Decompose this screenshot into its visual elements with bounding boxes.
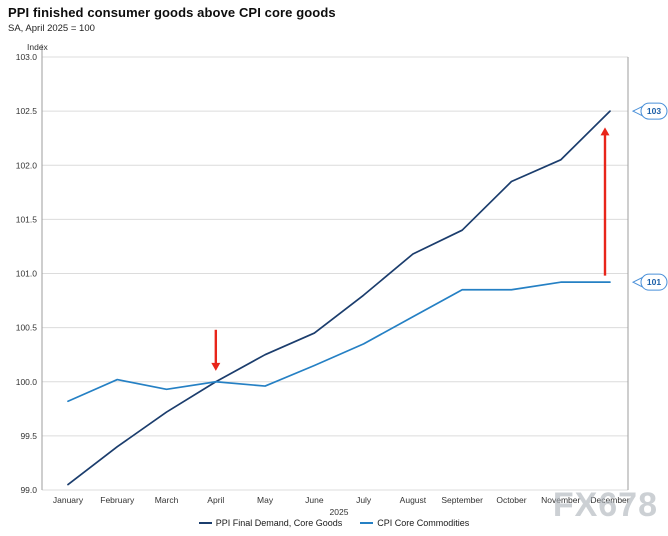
svg-text:100.0: 100.0 bbox=[16, 377, 38, 387]
chart-subtitle: SA, April 2025 = 100 bbox=[8, 23, 95, 34]
legend-item-2: CPI Core Commodities bbox=[360, 518, 469, 528]
svg-text:May: May bbox=[257, 495, 274, 505]
svg-text:101: 101 bbox=[647, 277, 661, 287]
legend-label: PPI Final Demand, Core Goods bbox=[215, 518, 343, 528]
legend-swatch bbox=[198, 522, 212, 524]
legend-swatch bbox=[360, 522, 374, 524]
svg-text:September: September bbox=[441, 495, 483, 505]
svg-text:101.5: 101.5 bbox=[16, 214, 38, 224]
svg-text:February: February bbox=[100, 495, 135, 505]
svg-text:March: March bbox=[155, 495, 179, 505]
svg-text:101.0: 101.0 bbox=[16, 269, 38, 279]
svg-text:2025: 2025 bbox=[330, 507, 349, 517]
svg-text:June: June bbox=[305, 495, 324, 505]
svg-text:January: January bbox=[53, 495, 84, 505]
svg-text:November: November bbox=[541, 495, 580, 505]
svg-text:FX678: FX678 bbox=[553, 486, 658, 524]
svg-text:August: August bbox=[400, 495, 427, 505]
svg-text:102.0: 102.0 bbox=[16, 160, 38, 170]
chart-legend: PPI Final Demand, Core Goods CPI Core Com… bbox=[0, 518, 668, 528]
legend-item-1: PPI Final Demand, Core Goods bbox=[198, 518, 343, 528]
svg-text:99.5: 99.5 bbox=[20, 431, 37, 441]
svg-text:Index: Index bbox=[27, 42, 49, 52]
svg-text:April: April bbox=[207, 495, 224, 505]
svg-text:103.0: 103.0 bbox=[16, 52, 38, 62]
svg-text:July: July bbox=[356, 495, 372, 505]
svg-text:100.5: 100.5 bbox=[16, 323, 38, 333]
svg-text:103: 103 bbox=[647, 106, 661, 116]
svg-text:December: December bbox=[590, 495, 629, 505]
legend-label: CPI Core Commodities bbox=[377, 518, 470, 528]
svg-text:October: October bbox=[496, 495, 526, 505]
svg-text:99.0: 99.0 bbox=[20, 485, 37, 495]
svg-text:102.5: 102.5 bbox=[16, 106, 38, 116]
chart-title: PPI finished consumer goods above CPI co… bbox=[8, 5, 336, 20]
